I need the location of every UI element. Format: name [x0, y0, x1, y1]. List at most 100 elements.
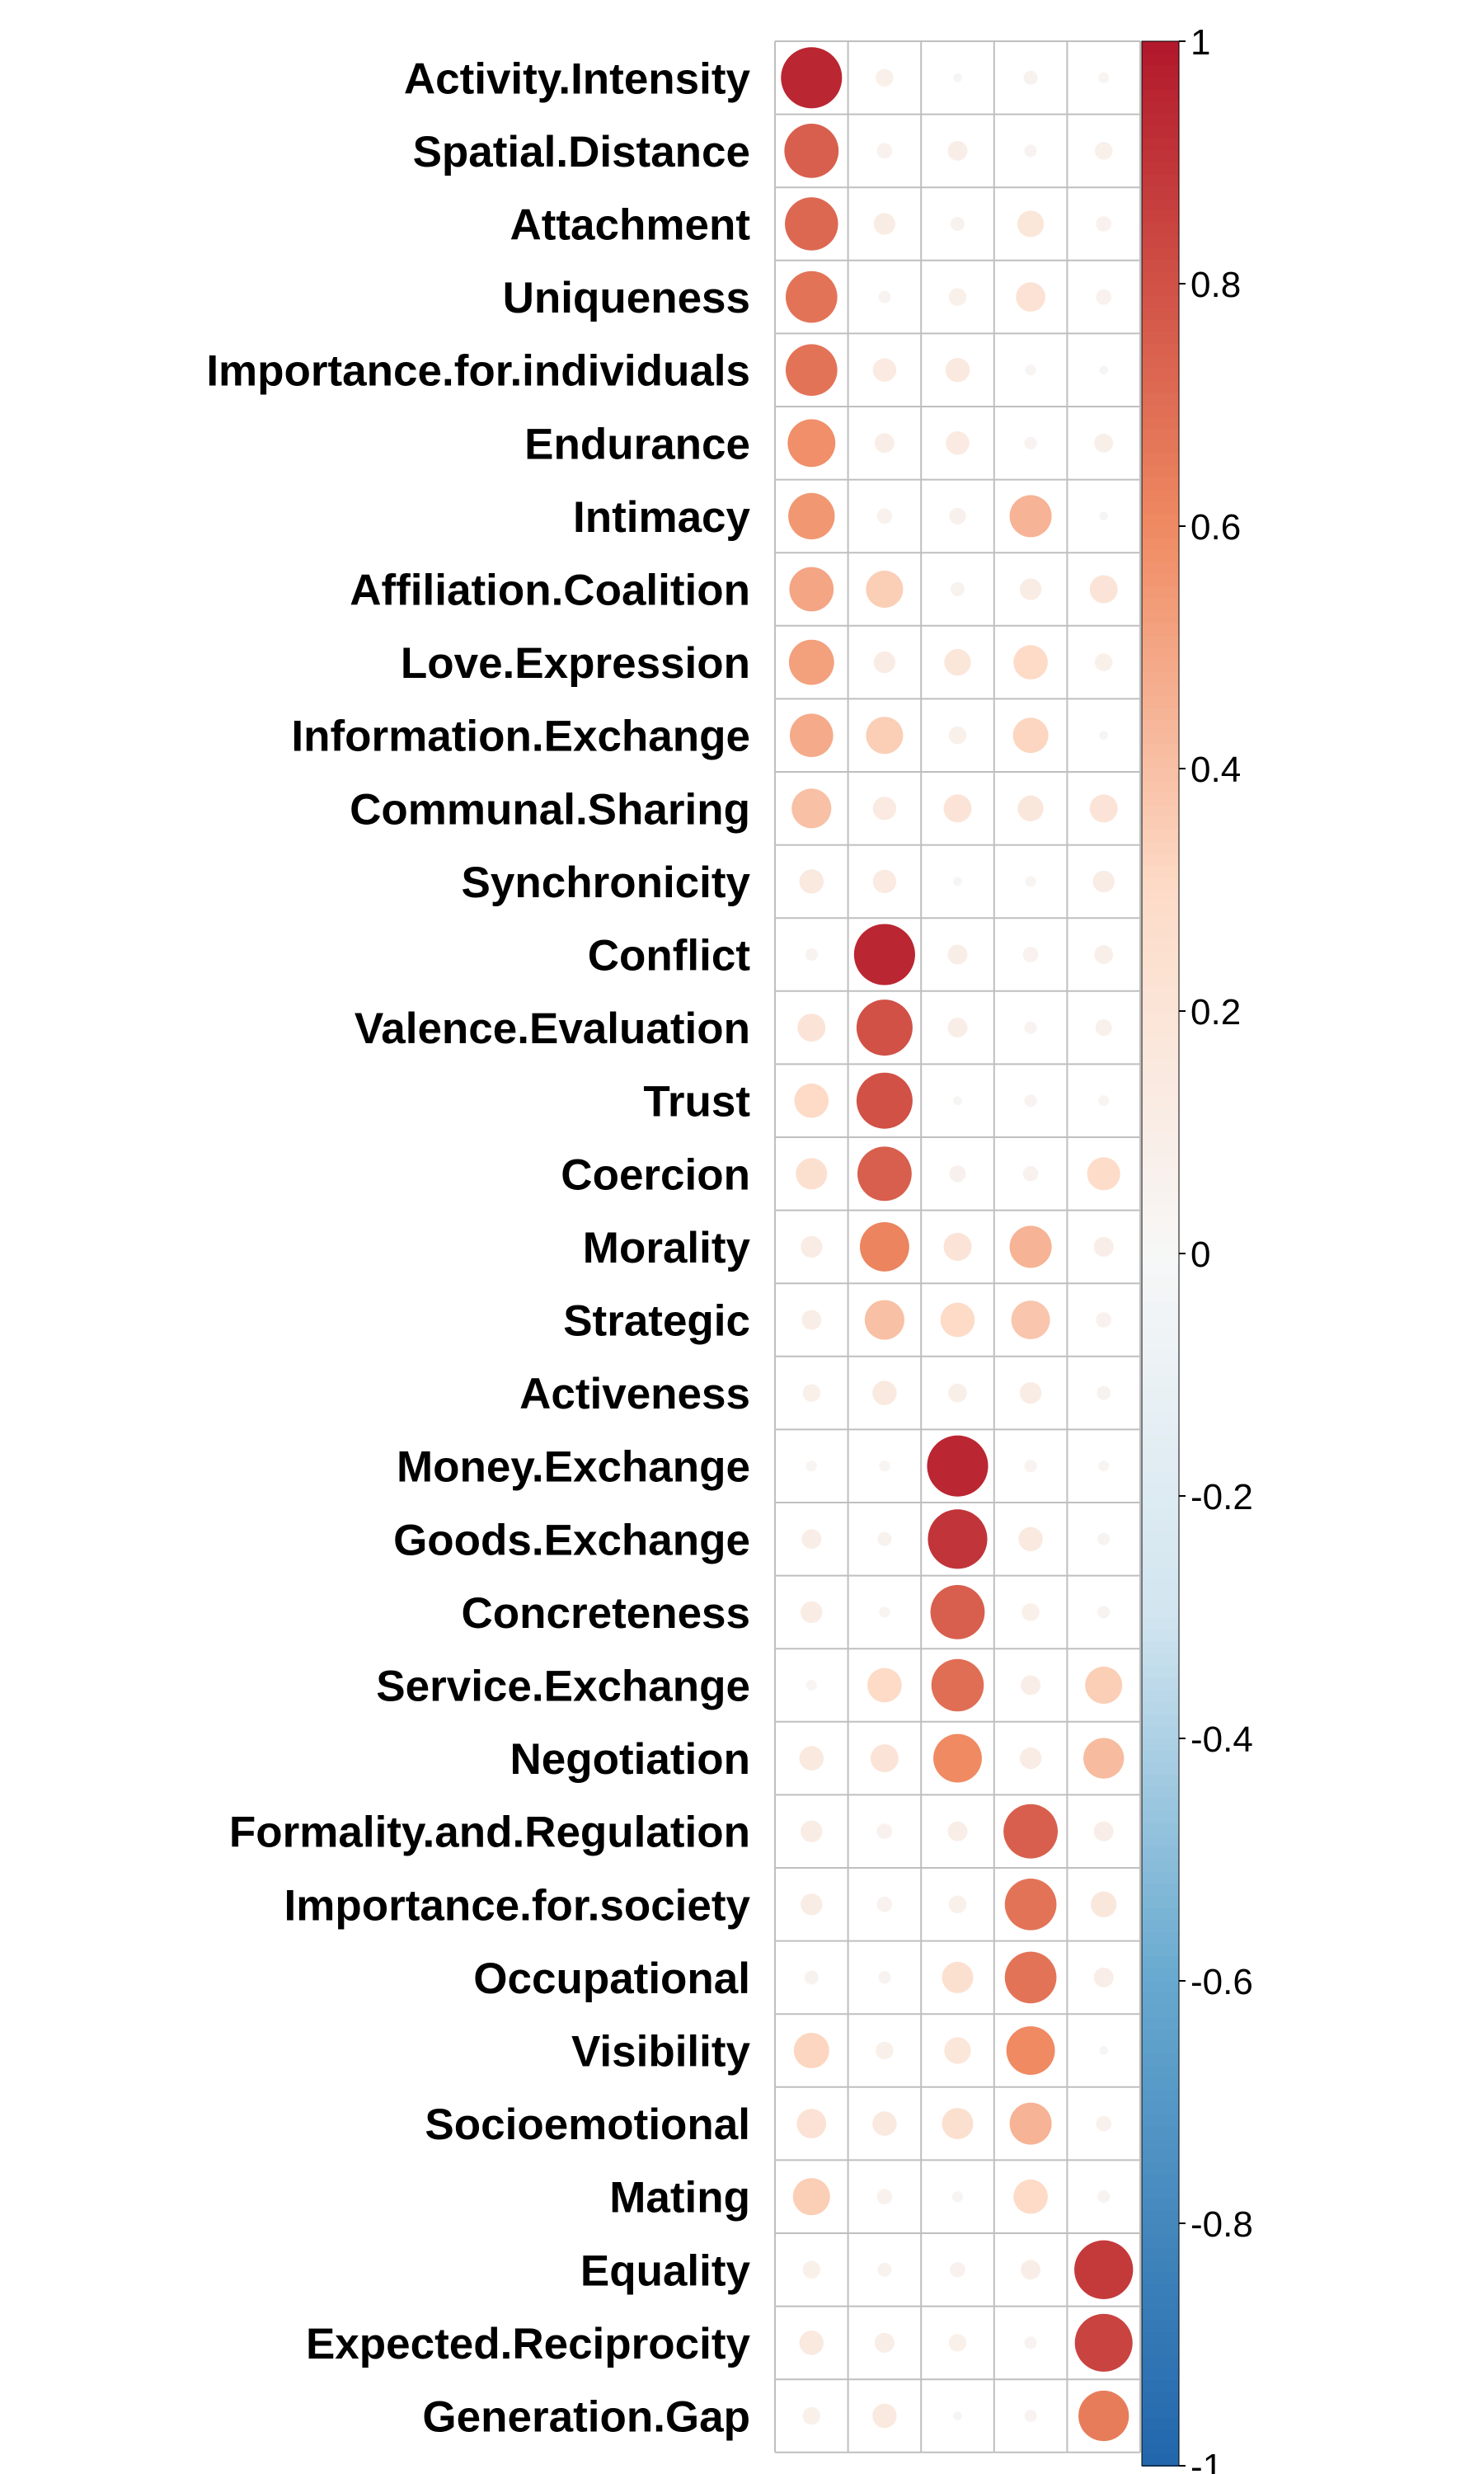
colorbar-segment: [1142, 1192, 1179, 1206]
correlation-circle: [1078, 2390, 1129, 2442]
correlation-circle: [876, 143, 893, 159]
colorbar-segment: [1142, 1701, 1179, 1715]
correlation-circle: [787, 419, 836, 468]
colorbar-segment: [1142, 2381, 1179, 2394]
correlation-circle: [1097, 2190, 1111, 2204]
colorbar-segment: [1142, 1520, 1179, 1534]
colorbar-segment: [1142, 1532, 1179, 1545]
colorbar-segment: [1142, 1338, 1179, 1352]
correlation-circle: [944, 2037, 971, 2064]
correlation-circle: [1091, 1891, 1117, 1917]
row-label: Information.Exchange: [291, 713, 750, 761]
correlation-circle: [1016, 282, 1045, 312]
colorbar-segment: [1142, 574, 1179, 588]
colorbar-segment: [1142, 2441, 1179, 2455]
correlation-circle: [856, 999, 913, 1056]
colorbar-tick-label: -0.4: [1190, 1719, 1253, 1760]
colorbar-segment: [1142, 1447, 1179, 1460]
colorbar-segment: [1142, 671, 1179, 685]
row-label: Socioemotional: [425, 2100, 750, 2149]
row-label: Trust: [643, 1078, 750, 1126]
correlation-circle: [797, 1014, 826, 1042]
correlation-circle: [870, 1744, 899, 1773]
colorbar-segment: [1142, 890, 1179, 903]
colorbar-segment: [1142, 550, 1179, 564]
colorbar-segment: [1142, 2453, 1179, 2467]
colorbar-segment: [1142, 1362, 1179, 1376]
colorbar-segment: [1142, 914, 1179, 928]
colorbar-segment: [1142, 380, 1179, 394]
colorbar-segment: [1142, 368, 1179, 382]
correlation-circle: [1094, 945, 1114, 964]
colorbar-segment: [1142, 659, 1179, 673]
correlation-circle: [873, 213, 896, 235]
correlation-circle: [859, 1221, 909, 1272]
colorbar-segment: [1142, 223, 1179, 237]
row-label: Communal.Sharing: [350, 785, 750, 834]
colorbar-segment: [1142, 526, 1179, 539]
correlation-circle: [1023, 70, 1038, 85]
correlation-circle: [801, 1893, 823, 1916]
colorbar-segment: [1142, 1860, 1179, 1873]
row-label: Valence.Evaluation: [355, 1004, 750, 1053]
correlation-circle: [1087, 1157, 1120, 1191]
colorbar-segment: [1142, 1132, 1179, 1145]
correlation-circle: [1004, 1878, 1057, 1931]
correlation-circle: [945, 357, 970, 383]
correlation-circle: [1013, 645, 1048, 680]
colorbar-segment: [1142, 2199, 1179, 2213]
colorbar-segment: [1142, 756, 1179, 769]
row-label: Attachment: [510, 201, 750, 250]
colorbar-segment: [1142, 2126, 1179, 2140]
colorbar-segment: [1142, 53, 1179, 67]
correlation-circle: [801, 1310, 822, 1330]
colorbar-segment: [1142, 1944, 1179, 1958]
colorbar-segment: [1142, 1507, 1179, 1522]
colorbar-segment: [1142, 744, 1179, 758]
colorbar-segment: [1142, 174, 1179, 188]
correlation-circle: [947, 944, 968, 965]
row-label: Activeness: [519, 1370, 750, 1418]
correlation-circle: [1099, 511, 1109, 521]
correlation-circle: [927, 1435, 989, 1497]
colorbar-segment: [1142, 477, 1179, 491]
correlation-circle: [942, 2108, 974, 2140]
correlation-circle: [1017, 795, 1044, 821]
colorbar-segment: [1142, 1750, 1179, 1764]
correlation-circle: [872, 358, 897, 382]
correlation-circle: [802, 2260, 821, 2279]
correlation-circle: [1096, 1312, 1112, 1328]
colorbar-segment: [1142, 1726, 1179, 1739]
colorbar-segment: [1142, 647, 1179, 661]
colorbar-segment: [1142, 2090, 1179, 2103]
colorbar-tick-label: -0.2: [1190, 1477, 1253, 1517]
colorbar-tick-label: 0.2: [1190, 992, 1241, 1032]
colorbar-segment: [1142, 2223, 1179, 2236]
correlation-circle: [1025, 876, 1036, 887]
colorbar-segment: [1142, 1653, 1179, 1667]
correlation-circle: [876, 1896, 893, 1912]
correlation-circle: [1009, 1225, 1052, 1268]
correlation-circle: [857, 1146, 912, 1202]
colorbar-segment: [1142, 1920, 1179, 1934]
row-label: Love.Expression: [401, 639, 750, 688]
colorbar-segment: [1142, 489, 1179, 503]
row-label: Conflict: [588, 932, 750, 981]
correlation-circle: [1074, 2240, 1134, 2299]
colorbar-segment: [1142, 695, 1179, 709]
correlation-circle: [1011, 1300, 1050, 1339]
correlation-circle: [1024, 2336, 1037, 2349]
colorbar: 1 0.8 0.6 0.4 0.2 0 -0.2 -0.4 -0.6 -0.8 -1: [1141, 22, 1253, 2474]
correlation-circle: [951, 2191, 964, 2203]
colorbar-segment: [1142, 610, 1179, 624]
correlation-circle: [785, 197, 838, 251]
colorbar-segment: [1142, 1992, 1179, 2006]
colorbar-segment: [1142, 1871, 1179, 1885]
colorbar-segment: [1142, 2235, 1179, 2249]
correlation-circle: [1089, 575, 1118, 604]
correlation-circle: [796, 1158, 828, 1190]
colorbar-segment: [1142, 235, 1179, 248]
correlation-circle: [867, 1667, 902, 1703]
row-label: Negotiation: [510, 1735, 750, 1784]
